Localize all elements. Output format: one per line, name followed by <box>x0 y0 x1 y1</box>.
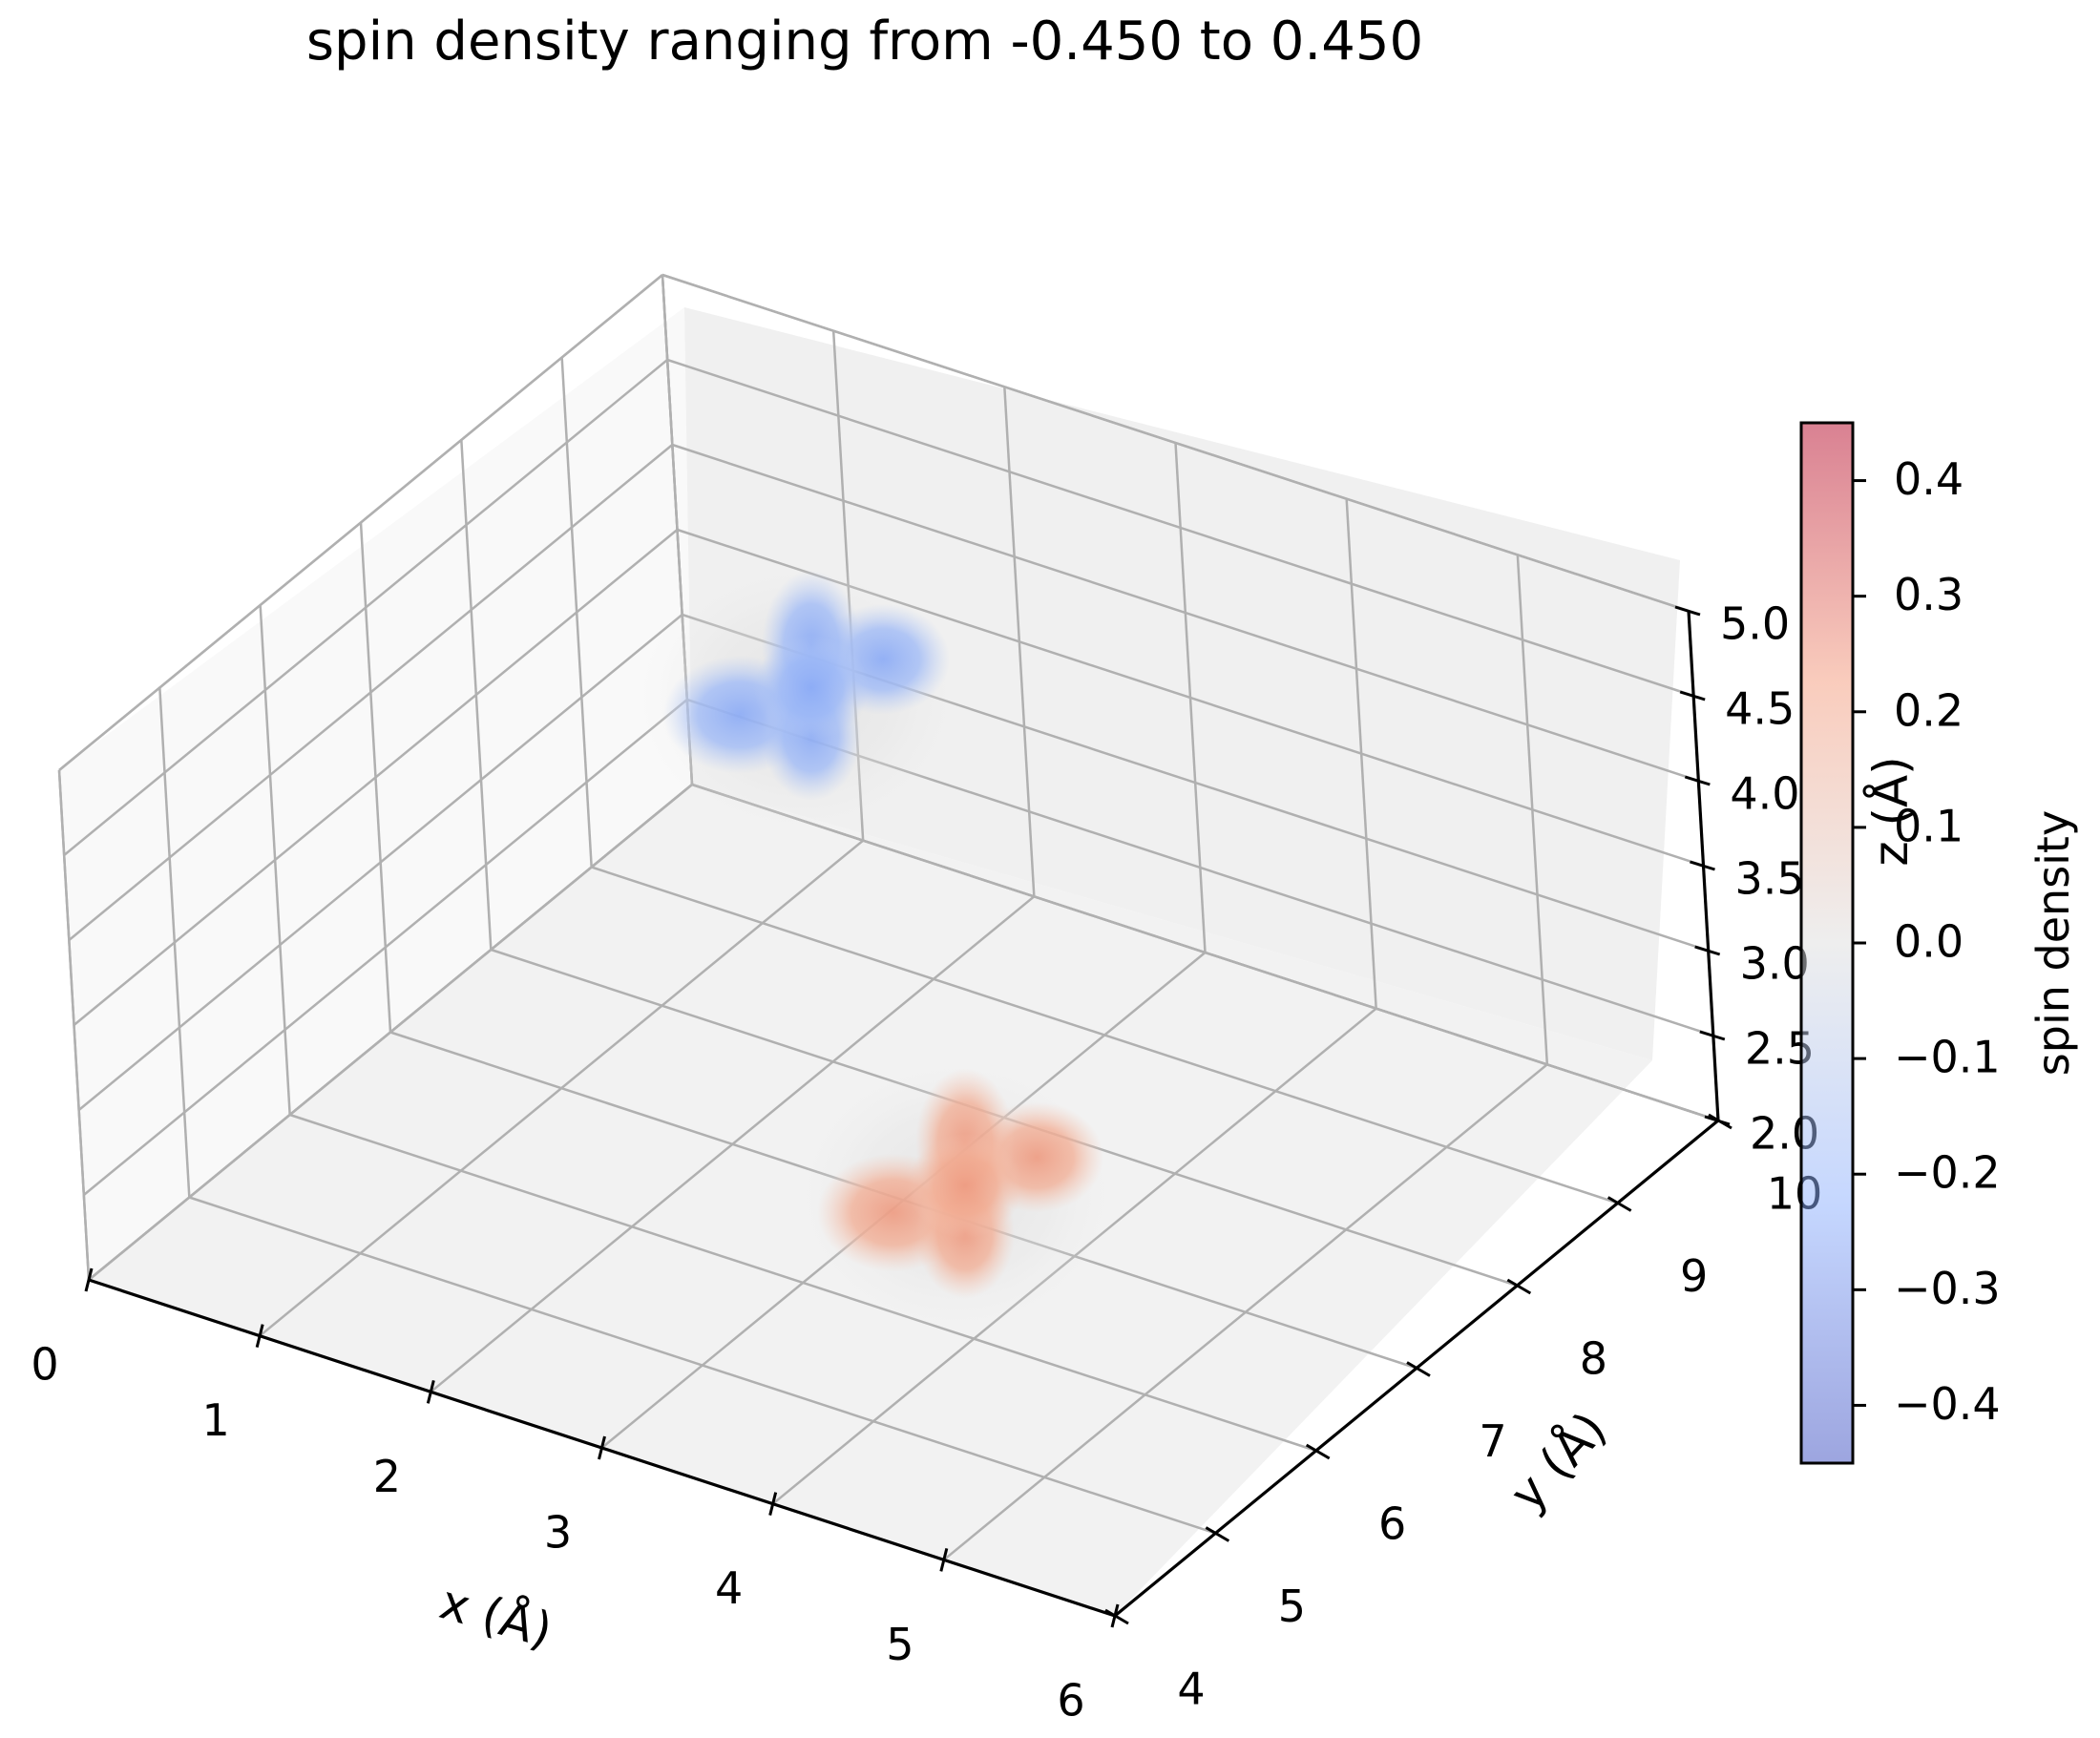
back-gridline-z <box>671 443 1699 783</box>
y-tick <box>1406 1361 1431 1377</box>
y-tick-label: 9 <box>1680 1250 1708 1302</box>
x-tick-label: 0 <box>31 1339 58 1391</box>
y-axis-label: y (Å) <box>1500 1401 1617 1521</box>
x-tick-label: 1 <box>202 1394 230 1446</box>
floor-gridline-y <box>188 1196 1216 1535</box>
y-tick-label: 5 <box>1278 1581 1306 1632</box>
colorbar-tick-label: −0.3 <box>1894 1263 2001 1314</box>
z-tick <box>1674 605 1701 617</box>
floor-gridline-y <box>591 866 1619 1204</box>
y-tick-label: 7 <box>1479 1415 1506 1467</box>
x-tick <box>255 1324 264 1349</box>
y-tick <box>1506 1278 1532 1295</box>
colorbar-tick-label: −0.4 <box>1894 1378 2001 1430</box>
pane-edge <box>691 783 1719 1122</box>
z-tick <box>1699 1030 1726 1041</box>
back-pane <box>684 307 1680 1060</box>
y-tick <box>1305 1443 1331 1460</box>
z-tick <box>1690 860 1715 871</box>
colorbar-tick-label: 0.1 <box>1894 800 1964 851</box>
z-tick <box>1679 690 1706 701</box>
x-tick-label: 5 <box>886 1619 914 1670</box>
floor-gridline-y <box>289 1113 1317 1453</box>
z-tick <box>1684 775 1711 786</box>
colorbar-tick-label: 0.3 <box>1894 569 1964 620</box>
z-tick-label: 5.0 <box>1720 598 1790 650</box>
lobe <box>908 1133 1023 1239</box>
x-tick-label: 3 <box>544 1507 572 1559</box>
x-tick <box>768 1492 778 1517</box>
x-tick <box>598 1435 606 1460</box>
z-axis-label: z (Å) <box>1863 756 1919 866</box>
colorbar-label: spin density <box>2027 810 2079 1076</box>
back-gridline-z <box>666 358 1694 698</box>
z-tick <box>1704 1115 1731 1126</box>
pane-edge <box>662 273 1690 613</box>
y-tick-label: 8 <box>1580 1333 1607 1385</box>
colorbar-tick-label: 0.0 <box>1894 916 1964 968</box>
pane-edge <box>58 274 663 771</box>
y-tick <box>1606 1196 1632 1212</box>
y-tick <box>1205 1526 1230 1542</box>
chart-title: spin density ranging from -0.450 to 0.45… <box>306 10 1423 73</box>
z-tick-label: 4.5 <box>1725 683 1795 735</box>
pane-edge <box>57 769 91 1281</box>
left-gridline-z <box>77 614 683 1111</box>
colorbar-gradient <box>1801 423 1853 1463</box>
z-tick-label: 4.0 <box>1730 768 1799 820</box>
colorbar-tick-label: −0.2 <box>1894 1147 2001 1199</box>
left-gridline-z <box>68 444 674 941</box>
x-tick <box>939 1547 949 1572</box>
negative-spin-lobe <box>639 558 964 836</box>
spin-density-cloud <box>639 558 1119 1334</box>
positive-spin-lobe <box>793 1057 1119 1334</box>
z-tick-label: 3.0 <box>1740 938 1810 990</box>
y-tick <box>1104 1608 1129 1625</box>
y-tick-label: 6 <box>1378 1498 1406 1550</box>
left-gridline-z <box>83 699 688 1196</box>
colorbar: 0.4 0.3 0.2 0.1 0.0 −0.1 −0.2 −0.3 −0.4 spin den… <box>1799 421 2079 1465</box>
x-tick-label: 4 <box>715 1562 743 1614</box>
colorbar-tick-label: 0.2 <box>1894 684 1964 736</box>
x-tick-label: 2 <box>373 1451 401 1502</box>
left-gridline-z <box>63 359 668 856</box>
z-tick <box>1694 945 1721 956</box>
left-gridline-z <box>73 529 679 1026</box>
colorbar-ticks: 0.4 0.3 0.2 0.1 0.0 −0.1 −0.2 −0.3 −0.4 <box>1853 453 2001 1430</box>
pane-edge <box>88 784 693 1281</box>
colorbar-tick-label: 0.4 <box>1894 453 1964 505</box>
x-tick-label: 6 <box>1057 1675 1084 1727</box>
x-axis-label: x (Å) <box>434 1574 558 1658</box>
lobe <box>753 635 869 741</box>
y-tick-label: 4 <box>1177 1664 1205 1715</box>
x-tick <box>426 1379 435 1404</box>
colorbar-tick-label: −0.1 <box>1894 1032 2001 1083</box>
x-tick <box>84 1267 94 1292</box>
z-tick-label: 3.5 <box>1735 853 1805 905</box>
